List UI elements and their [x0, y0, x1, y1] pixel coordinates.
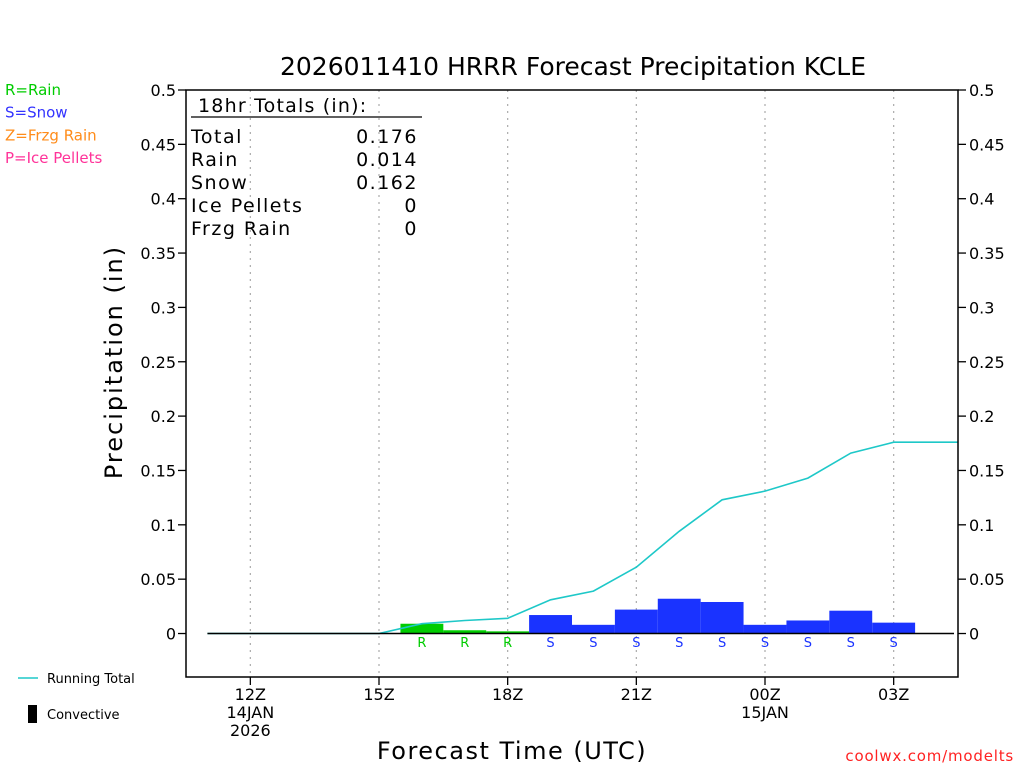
precip-bar: [786, 620, 830, 634]
x-tick-label: 2026: [230, 721, 271, 740]
axis-ticks: 0 00.05 0.050.1 0.10.15 0.150.2 0.20.25 0.250.…: [140, 81, 1004, 740]
totals-row-value: 0: [404, 195, 418, 217]
bottom-legend-label: Running Total: [47, 672, 135, 687]
x-tick-label: 18Z: [492, 685, 523, 704]
y-tick-label-left: 0.25: [140, 353, 176, 372]
type-legend-item: P=Ice Pellets: [5, 149, 102, 167]
type-legend: R=Rain S=Snow Z=Frzg Rain P=Ice Pellets: [5, 81, 102, 167]
y-tick-label-right: 0.5: [969, 81, 994, 100]
legend-bar-swatch: [28, 705, 37, 723]
totals-row-label: Frzg Rain: [191, 218, 292, 240]
totals-row-label: Snow: [191, 172, 248, 194]
y-tick-label-left: 0.35: [140, 244, 176, 263]
y-tick-label-right: 0.35: [969, 244, 1005, 263]
precip-type-label: R: [417, 636, 426, 651]
precip-bar: [572, 624, 615, 634]
x-tick-label: 15Z: [363, 685, 394, 704]
precip-type-label: S: [761, 636, 769, 651]
bottom-legend-label: Convective: [47, 708, 120, 723]
y-tick-label-right: 0.4: [969, 190, 994, 209]
type-legend-item: S=Snow: [5, 104, 68, 122]
totals-row-label: Ice Pellets: [191, 195, 303, 217]
precip-bar: [872, 622, 916, 634]
running-total-line: [207, 441, 958, 635]
y-tick-label-right: 0.15: [969, 461, 1005, 480]
type-legend-item: R=Rain: [5, 81, 61, 99]
precip-bar: [443, 630, 487, 634]
precip-bar: [400, 623, 444, 634]
y-tick-label-left: 0.15: [140, 461, 176, 480]
y-tick-label-right: 0.1: [969, 516, 994, 535]
totals-heading: 18hr Totals (in):: [198, 95, 367, 117]
x-tick-label: 14JAN: [226, 703, 274, 722]
y-tick-label-right: 0.45: [969, 135, 1005, 154]
totals-row-value: 0.176: [356, 126, 418, 148]
y-tick-label-left: 0.4: [151, 190, 176, 209]
y-tick-label-right: 0.2: [969, 407, 994, 426]
totals-box: 18hr Totals (in): Total 0.176 Rain 0.014 Sno…: [190, 95, 422, 240]
precip-type-label: S: [589, 636, 597, 651]
precip-type-label: S: [804, 636, 812, 651]
precip-type-label: R: [460, 636, 469, 651]
totals-row-value: 0: [404, 218, 418, 240]
precip-type-label: S: [890, 636, 898, 651]
y-tick-label-right: 0.05: [969, 570, 1005, 589]
precip-type-label: S: [847, 636, 855, 651]
precip-bar: [614, 609, 658, 634]
totals-row-value: 0.162: [356, 172, 418, 194]
totals-rows: Total 0.176 Rain 0.014 Snow 0.162 Ice Pellets 0…: [190, 126, 418, 240]
precip-bar: [700, 601, 744, 634]
y-tick-label-left: 0.2: [151, 407, 176, 426]
y-tick-label-left: 0.5: [151, 81, 176, 100]
type-legend-item: Z=Frzg Rain: [5, 126, 97, 144]
totals-row-value: 0.014: [356, 149, 418, 171]
chart-title: 2026011410 HRRR Forecast Precipitation K…: [280, 52, 866, 81]
x-tick-label: 15JAN: [741, 703, 789, 722]
y-tick-label-left: 0: [166, 625, 176, 644]
precip-type-label: S: [546, 636, 554, 651]
precip-type-label: R: [503, 636, 512, 651]
x-tick-label: 03Z: [878, 685, 909, 704]
y-tick-label-left: 0.45: [140, 135, 176, 154]
precip-bar: [486, 631, 530, 634]
watermark: coolwx.com/modelts: [845, 747, 1014, 765]
precip-type-label: S: [632, 636, 640, 651]
y-tick-label-right: 0.3: [969, 298, 994, 317]
bottom-legend: Running Total Convective: [18, 672, 135, 723]
precip-bar: [657, 598, 701, 634]
bars: [400, 598, 916, 634]
x-tick-label: 12Z: [235, 685, 266, 704]
plot-frame: [185, 89, 959, 678]
precip-bar: [529, 615, 572, 634]
totals-row-label: Rain: [191, 149, 239, 171]
totals-row-label: Total: [190, 126, 243, 148]
y-tick-label-left: 0.3: [151, 298, 176, 317]
y-tick-label-right: 0.25: [969, 353, 1005, 372]
precip-type-label: S: [675, 636, 683, 651]
x-axis-label: Forecast Time (UTC): [377, 737, 647, 765]
x-tick-label: 21Z: [621, 685, 652, 704]
y-tick-label-right: 0: [969, 625, 979, 644]
precip-bar: [743, 624, 787, 634]
precip-bar: [829, 610, 873, 634]
y-tick-label-left: 0.05: [140, 570, 176, 589]
precip-type-label: S: [718, 636, 726, 651]
y-tick-label-left: 0.1: [151, 516, 176, 535]
y-axis-label: Precipitation (in): [100, 245, 128, 479]
x-tick-label: 00Z: [749, 685, 780, 704]
